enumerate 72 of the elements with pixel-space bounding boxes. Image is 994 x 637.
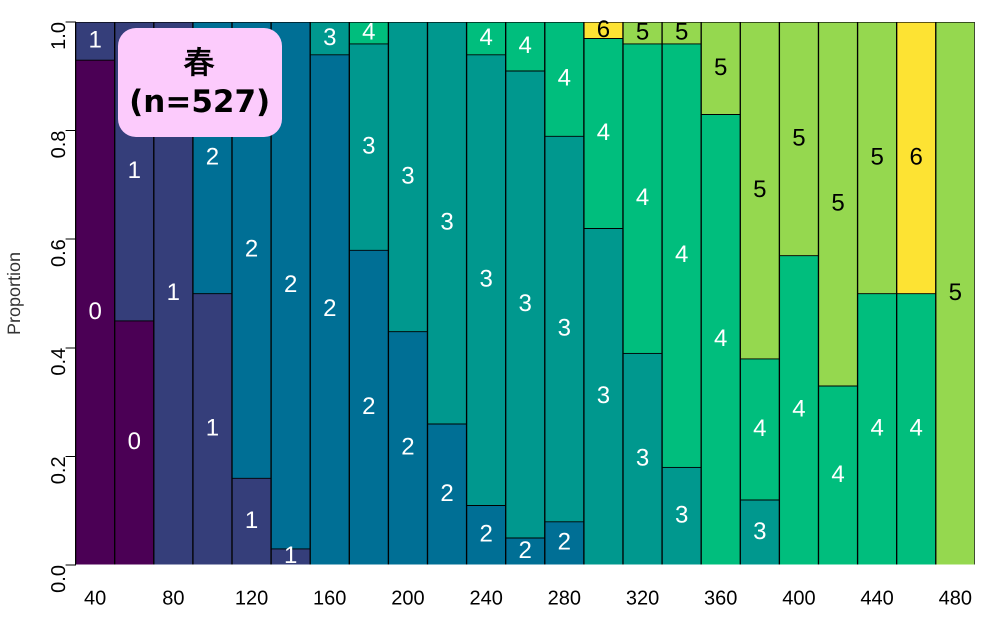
text: 4: [753, 414, 767, 442]
text: 2: [244, 236, 258, 263]
text: 4: [362, 18, 376, 46]
series-label: 4: [479, 24, 493, 51]
text: 4: [870, 414, 884, 442]
text: 2: [558, 528, 572, 556]
series-label: 2: [518, 536, 532, 564]
text: 4: [831, 460, 845, 488]
series-label: 0: [128, 428, 141, 456]
text: 4: [714, 325, 728, 352]
text: 6: [910, 143, 923, 170]
text: 1: [128, 156, 141, 184]
text: 2: [479, 520, 493, 548]
x-tick-label: 120: [234, 588, 268, 610]
text: 0: [88, 298, 102, 325]
text: 2: [401, 434, 415, 461]
y-tick-label: 0.8: [48, 130, 70, 158]
x-tick-label: 320: [626, 588, 660, 610]
text: 4: [596, 118, 610, 146]
series-label: 5: [636, 18, 650, 46]
text: 3: [401, 162, 415, 190]
text: 2: [362, 392, 376, 420]
y-tick-label: 1.0: [48, 22, 70, 50]
x-tick-label: 240: [469, 588, 503, 610]
text: 2: [206, 143, 220, 170]
series-label: 6: [596, 16, 610, 43]
x-tick-label: 400: [782, 588, 816, 610]
y-tick-label: 0.6: [48, 239, 70, 268]
text: 1: [284, 542, 298, 570]
text: 3: [440, 208, 454, 236]
text: 1: [206, 414, 220, 442]
text: 5: [870, 143, 884, 170]
text: 2: [284, 270, 298, 298]
text: 4: [636, 184, 650, 212]
text: 4: [674, 241, 688, 268]
series-label: 1: [88, 26, 102, 54]
x-tick-label: 280: [548, 588, 582, 610]
text: 3: [596, 382, 610, 410]
x-tick-label: 200: [391, 588, 425, 610]
y-tick-label: 0.4: [48, 348, 70, 376]
text: 4: [518, 32, 532, 60]
series-label: 3: [323, 24, 336, 51]
text: 1: [166, 278, 180, 306]
x-tick-label: 360: [704, 588, 738, 610]
text: 2: [440, 480, 454, 507]
x-tick-label: 160: [313, 588, 346, 610]
text: 2: [323, 295, 336, 322]
text: 1: [244, 506, 258, 534]
text: 4: [558, 64, 572, 92]
text: 3: [518, 290, 532, 317]
text: 3: [636, 444, 650, 472]
text: 5: [948, 278, 962, 306]
text: 5: [792, 124, 806, 152]
text: 4: [792, 396, 806, 423]
text: 4: [910, 414, 923, 442]
y-tick-label: 0.0: [48, 565, 70, 593]
x-tick-label: 480: [938, 588, 972, 610]
text: 3: [479, 266, 493, 293]
x-tick-label: 40: [84, 588, 106, 610]
text: 5: [674, 18, 688, 46]
y-tick-label: 0.2: [48, 456, 70, 484]
text: 5: [831, 190, 845, 217]
text: 3: [753, 518, 767, 545]
x-tick-label: 80: [162, 588, 184, 610]
x-tick-label: 440: [860, 588, 894, 610]
text: 3: [362, 132, 376, 160]
text: 5: [714, 54, 728, 81]
text: 3: [558, 314, 572, 342]
text: 5: [753, 176, 767, 203]
annotation: 春 (n=527): [118, 28, 282, 137]
text: 3: [674, 502, 688, 529]
y-axis-title: Proportion: [4, 252, 24, 336]
